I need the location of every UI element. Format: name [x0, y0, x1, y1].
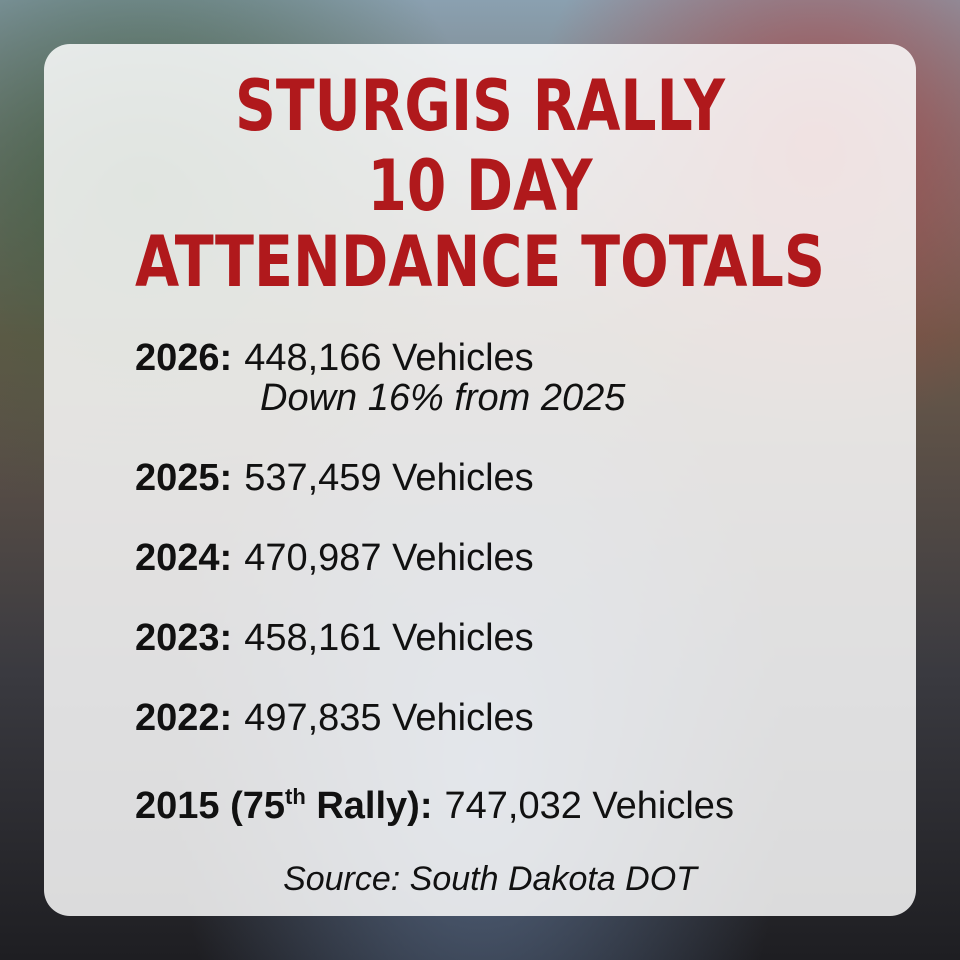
- entry: 2024: 470,987 Vehicles: [135, 537, 534, 579]
- entry-label-sup: th: [285, 784, 306, 809]
- entry-label: 2023:: [135, 617, 232, 659]
- entry-label: 2015 (75: [135, 785, 285, 827]
- entry-label: 2025:: [135, 457, 232, 499]
- entry-value: 537,459 Vehicles: [244, 457, 533, 499]
- entry: 2022: 497,835 Vehicles: [135, 697, 534, 739]
- entry: 2023: 458,161 Vehicles: [135, 617, 534, 659]
- entry-label: Rally):: [306, 785, 433, 827]
- title-line: STURGIS RALLY: [235, 65, 726, 147]
- entry-label: 2024:: [135, 537, 232, 579]
- entry-note: Down 16% from 2025: [260, 377, 626, 419]
- entry-value: 747,032 Vehicles: [444, 785, 733, 827]
- title-line: ATTENDANCE TOTALS: [135, 221, 825, 303]
- title-line: 10 DAY: [368, 145, 594, 227]
- source: Source: South Dakota DOT: [283, 860, 699, 898]
- entry-value: 448,166 Vehicles: [244, 337, 533, 379]
- entry-value: 470,987 Vehicles: [244, 537, 533, 579]
- entry-label: 2022:: [135, 697, 232, 739]
- entry-label: 2026:: [135, 337, 232, 379]
- entry: 2015 (75th Rally): 747,032 Vehicles: [135, 784, 734, 827]
- entry: 2026: 448,166 Vehicles: [135, 337, 534, 379]
- panel: [44, 44, 916, 916]
- entry-value: 497,835 Vehicles: [244, 697, 533, 739]
- entry: 2025: 537,459 Vehicles: [135, 457, 534, 499]
- entry-value: 458,161 Vehicles: [244, 617, 533, 659]
